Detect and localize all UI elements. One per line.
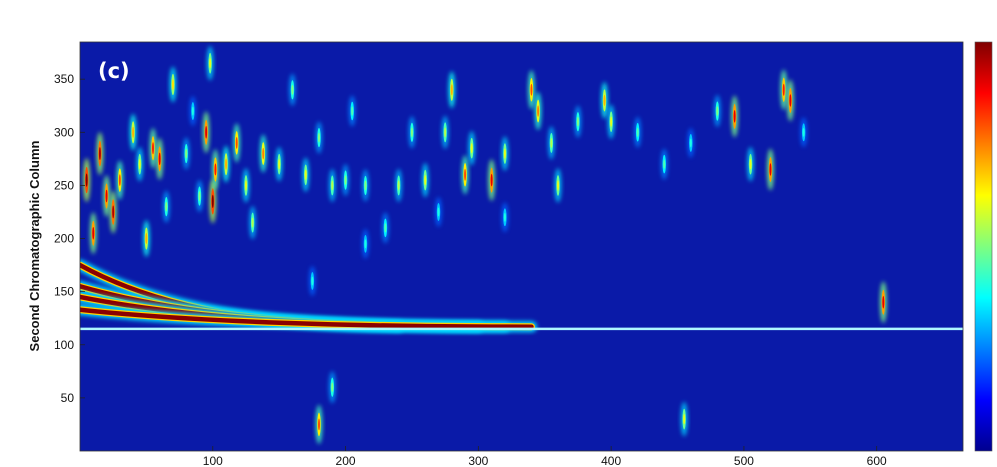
peak-core	[331, 180, 334, 191]
peak-core	[145, 233, 148, 245]
peak-core	[802, 127, 805, 137]
peak-core	[244, 180, 247, 191]
x-tick-label: 100	[203, 454, 223, 467]
colorbar	[974, 41, 993, 452]
peak-core	[464, 168, 467, 181]
peak-core	[98, 147, 101, 160]
peak-core	[503, 212, 506, 222]
peak-core	[364, 180, 367, 191]
peak-core	[209, 58, 212, 69]
peak-core	[689, 138, 692, 148]
peak-core	[118, 174, 121, 186]
peak-core	[191, 106, 194, 116]
peak-core	[331, 382, 334, 393]
peak-core	[85, 173, 88, 187]
y-tick-label: 350	[54, 72, 74, 86]
peak-core	[278, 159, 281, 170]
peak-core	[410, 127, 413, 138]
peak-core	[636, 127, 639, 137]
peak-core	[397, 180, 400, 191]
peak-core	[663, 159, 666, 169]
peak-core	[450, 84, 453, 96]
peak-core	[262, 147, 265, 160]
peak-core	[683, 413, 686, 425]
peak-core	[576, 116, 579, 127]
peak-core	[211, 194, 214, 208]
y-axis: 50 100 150 200 250 300 350	[54, 72, 85, 405]
peak-core	[318, 418, 321, 431]
peak-core	[318, 132, 321, 143]
y-tick-label: 200	[54, 232, 74, 246]
peak-core	[198, 191, 201, 201]
peak-core	[132, 126, 135, 138]
peak-core	[384, 223, 387, 233]
peak-core	[789, 94, 792, 107]
y-tick-label: 250	[54, 178, 74, 192]
panel-label: (c)	[98, 59, 130, 83]
peak-core	[138, 159, 141, 170]
bands-layer	[80, 259, 963, 333]
peak-core	[490, 173, 493, 187]
peak-core	[882, 296, 885, 309]
peak-core	[424, 174, 427, 186]
peak-core	[603, 94, 606, 106]
peak-core	[716, 106, 719, 116]
peak-core	[364, 239, 367, 249]
x-tick-label: 600	[867, 454, 887, 467]
peak-core	[225, 158, 228, 170]
peak-core	[205, 126, 208, 139]
peak-core	[503, 148, 506, 159]
plot-background	[80, 42, 963, 451]
peak-core	[610, 116, 613, 127]
peak-core	[470, 143, 473, 154]
peak-core	[550, 137, 553, 148]
peak-core	[291, 85, 294, 95]
peak-core	[733, 110, 736, 123]
x-tick-label: 200	[336, 454, 356, 467]
peaks-layer	[83, 46, 887, 445]
peak-core	[158, 152, 161, 166]
peak-core	[557, 180, 560, 191]
peak-core	[251, 217, 254, 228]
peak-core	[304, 169, 307, 180]
peak-core	[152, 142, 155, 155]
x-tick-label: 400	[601, 454, 621, 467]
x-tick-label: 500	[734, 454, 754, 467]
peak-core	[171, 79, 174, 90]
peak-core	[235, 137, 238, 149]
y-axis-title: Second Chromatographic Column	[27, 140, 42, 351]
peak-core	[165, 201, 168, 212]
y-tick-label: 50	[61, 391, 75, 405]
peak-core	[782, 83, 785, 96]
peak-core	[105, 189, 108, 203]
plot-frame	[79, 41, 964, 452]
peak-core	[444, 127, 447, 138]
peak-core	[537, 105, 540, 117]
y-tick-label: 300	[54, 125, 74, 139]
peak-core	[185, 148, 188, 159]
peak-core	[351, 106, 354, 116]
y-tick-label: 150	[54, 285, 74, 299]
peak-core	[437, 207, 440, 217]
x-axis: 100 200 300 400 500 600	[203, 446, 887, 467]
x-tick-label: 300	[468, 454, 488, 467]
peak-core	[749, 159, 752, 170]
peak-core	[112, 205, 115, 219]
peak-core	[769, 163, 772, 176]
peak-core	[92, 226, 95, 240]
peak-core	[530, 83, 533, 96]
peak-core	[214, 163, 217, 176]
y-tick-label: 100	[54, 338, 74, 352]
peak-core	[344, 175, 347, 185]
peak-core	[311, 276, 314, 286]
